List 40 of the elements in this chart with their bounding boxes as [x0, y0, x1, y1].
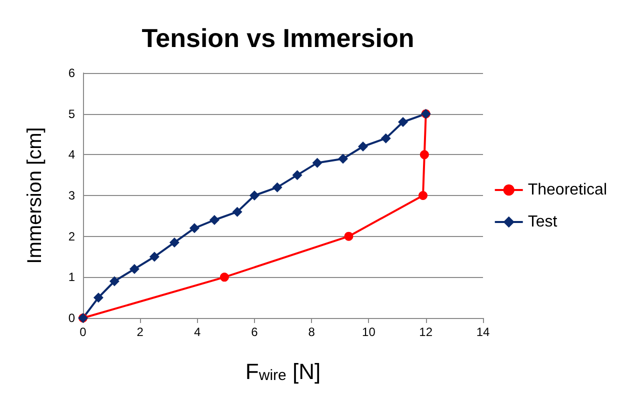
- x-tick-label: 2: [136, 325, 144, 339]
- point: [169, 237, 180, 248]
- x-tick-label: 8: [308, 325, 316, 339]
- y-tick-label: 6: [68, 66, 76, 80]
- x-tick-label: 10: [362, 325, 376, 339]
- point: [109, 276, 120, 286]
- point: [380, 133, 391, 144]
- point: [338, 154, 348, 164]
- point: [189, 223, 200, 234]
- y-tick-label: 2: [68, 229, 76, 244]
- x-tick-label: 14: [476, 325, 490, 339]
- y-tick-label: 0: [68, 311, 76, 325]
- point: [398, 117, 408, 127]
- point: [232, 206, 242, 217]
- point: [358, 142, 368, 152]
- point: [420, 150, 429, 160]
- chart-title: Tension vs Immersion: [142, 23, 414, 53]
- legend-label: Test: [528, 214, 558, 230]
- y-tick-label: 4: [68, 148, 76, 162]
- point: [312, 158, 322, 168]
- y-axis-title: Immersion [cm]: [24, 127, 46, 264]
- point: [220, 272, 229, 282]
- x-tick-label: 4: [194, 325, 201, 339]
- point: [272, 182, 282, 192]
- y-tick-label: 1: [68, 270, 76, 284]
- x-tick-label: 0: [80, 325, 87, 339]
- point: [249, 190, 260, 200]
- point: [418, 191, 428, 200]
- point: [149, 252, 160, 262]
- y-tick-label: 3: [68, 188, 76, 202]
- point: [93, 292, 104, 303]
- point: [209, 215, 220, 225]
- x-axis-title: Fwire [N]: [245, 359, 321, 384]
- x-tick-label: 12: [419, 325, 433, 339]
- y-tick-label: 5: [68, 106, 76, 121]
- legend-label: Theoretical: [528, 182, 608, 198]
- point: [344, 232, 354, 241]
- point: [129, 264, 140, 274]
- x-tick-label: 6: [251, 325, 258, 339]
- point: [292, 170, 302, 180]
